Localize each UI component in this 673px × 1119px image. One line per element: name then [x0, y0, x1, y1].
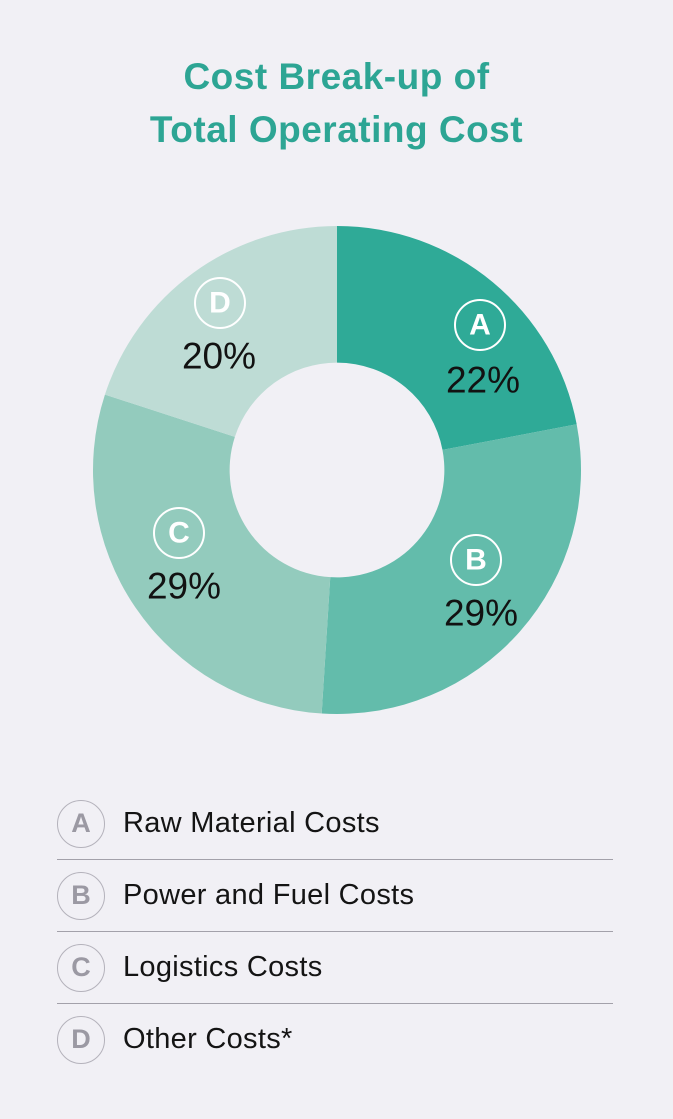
- legend-badge-c: C: [57, 943, 105, 992]
- legend-row-a: A Raw Material Costs: [57, 788, 613, 860]
- legend-row-b: B Power and Fuel Costs: [57, 860, 613, 932]
- donut-slice-d: [104, 226, 337, 437]
- legend-row-c: C Logistics Costs: [57, 932, 613, 1004]
- donut-slice-a: [337, 226, 577, 450]
- legend: A Raw Material Costs B Power and Fuel Co…: [57, 788, 613, 1075]
- legend-row-d: D Other Costs*: [57, 1004, 613, 1075]
- legend-label-b: Power and Fuel Costs: [123, 879, 415, 911]
- slice-letter-circle-c: [153, 507, 205, 559]
- donut-chart: A 22% B 29% C 29% D 20%: [0, 196, 673, 744]
- legend-badge-b: B: [57, 871, 105, 920]
- slice-percent-b: 29%: [444, 593, 518, 634]
- slice-letter-circle-a: [454, 299, 506, 351]
- legend-badge-d: D: [57, 1015, 105, 1064]
- page-title-line-2: Total Operating Cost: [149, 109, 524, 150]
- legend-label-d: Other Costs*: [123, 1023, 293, 1055]
- slice-letter-d: D: [209, 287, 231, 320]
- slice-letter-a: A: [469, 309, 491, 342]
- slice-percent-c: 29%: [147, 566, 221, 607]
- slice-percent-a: 22%: [446, 360, 520, 401]
- donut-slice-b: [321, 424, 582, 715]
- slice-percent-d: 20%: [182, 336, 256, 377]
- legend-label-a: Raw Material Costs: [123, 807, 380, 839]
- slice-letter-b: B: [465, 544, 487, 577]
- slice-letter-circle-b: [450, 534, 502, 586]
- page-title: Cost Break-up of Total Operating Cost: [0, 50, 673, 156]
- slice-letter-c: C: [168, 517, 190, 550]
- page-title-line-1: Cost Break-up of: [183, 56, 490, 97]
- legend-label-c: Logistics Costs: [123, 951, 323, 983]
- slice-letter-circle-d: [194, 277, 246, 329]
- donut-slice-c: [92, 394, 331, 714]
- legend-badge-a: A: [57, 799, 105, 848]
